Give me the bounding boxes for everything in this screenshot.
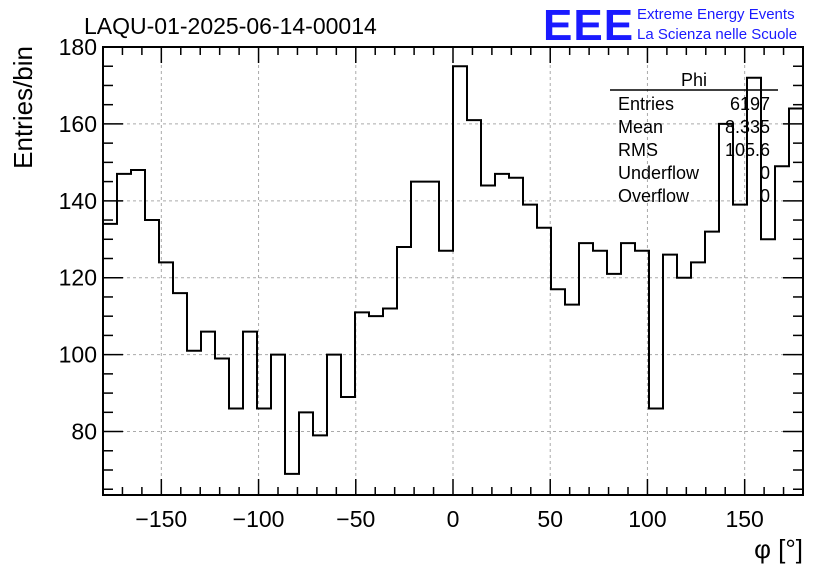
y-tick-label: 180 [59, 34, 97, 60]
eee-logo: EEE [543, 1, 634, 50]
chart-title: LAQU-01-2025-06-14-00014 [84, 13, 377, 39]
y-tick-label: 80 [71, 419, 97, 445]
stats-title: Phi [681, 70, 707, 90]
x-tick-label: 100 [628, 506, 666, 532]
stats-label: Mean [618, 117, 663, 137]
branding-line-2: La Scienza nelle Scuole [637, 26, 797, 43]
x-tick-label: 50 [537, 506, 563, 532]
y-tick-labels: 80 100 120 140 160 180 [59, 34, 97, 445]
stats-value: 8.335 [725, 117, 770, 137]
y-tick-label: 140 [59, 188, 97, 214]
x-tick-label: −100 [233, 506, 285, 532]
stats-rows: Entries 6197 Mean 8.335 RMS 105.6 Underflow 0 Ov… [618, 94, 770, 206]
stats-value: 0 [760, 163, 770, 183]
x-axis-title: φ [°] [754, 534, 803, 564]
histogram-step-line [103, 65, 803, 475]
stats-label: Entries [618, 94, 674, 114]
y-tick-label: 100 [59, 342, 97, 368]
x-tick-label: −150 [135, 506, 187, 532]
x-tick-labels: −150 −100 −50 0 50 100 150 [135, 506, 763, 532]
stats-label: Underflow [618, 163, 700, 183]
stats-value: 0 [760, 186, 770, 206]
stats-value: 6197 [730, 94, 770, 114]
y-tick-label: 160 [59, 111, 97, 137]
x-tick-label: 150 [725, 506, 763, 532]
stats-label: RMS [618, 140, 658, 160]
stats-value: 105.6 [725, 140, 770, 160]
stats-label: Overflow [618, 186, 690, 206]
y-axis-title: Entries/bin [8, 46, 38, 169]
x-tick-label: −50 [336, 506, 375, 532]
eee-branding: EEE Extreme Energy Events La Scienza nel… [543, 1, 797, 50]
branding-line-1: Extreme Energy Events [637, 6, 795, 23]
stats-box: Phi Entries 6197 Mean 8.335 RMS 105.6 Underflo… [610, 70, 778, 206]
axis-ticks [103, 46, 803, 495]
y-tick-label: 120 [59, 265, 97, 291]
x-tick-label: 0 [447, 506, 460, 532]
